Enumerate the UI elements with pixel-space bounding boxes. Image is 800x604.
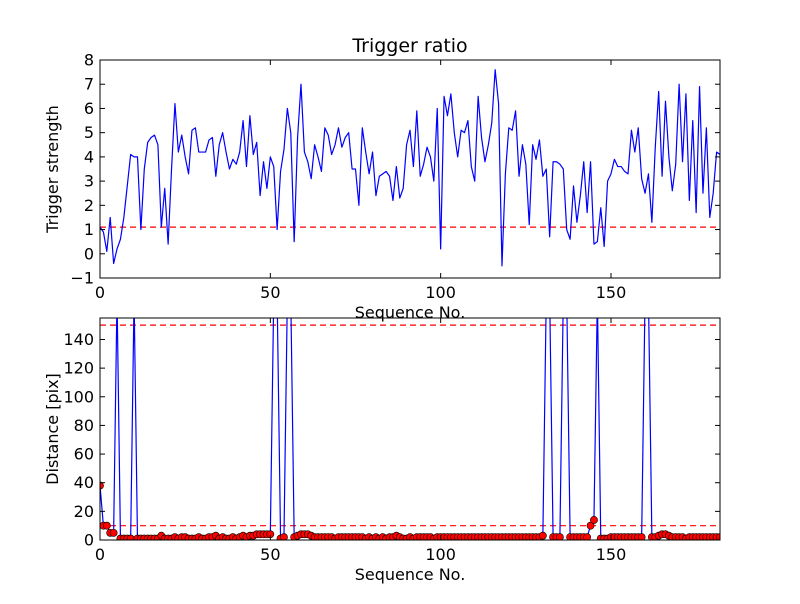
series-line: [100, 318, 720, 540]
plot-area: [100, 69, 720, 267]
y-tick-label-0: 0: [84, 531, 94, 550]
x-tick-label-50: 50: [260, 545, 280, 564]
y-tick-label-7: 7: [84, 75, 94, 94]
data-point-145: [590, 516, 598, 524]
subplot-2: 0 50 100 150 0 20 40 60 80 100 120 140 Sequence No. D…: [43, 317, 721, 584]
y-tick-label-4: 4: [84, 147, 94, 166]
axes-frame: [99, 317, 721, 541]
data-point-182: [716, 533, 720, 540]
data-point-4: [109, 528, 118, 537]
data-point-135: [555, 533, 564, 540]
y-tick-label-40: 40: [74, 473, 94, 492]
x-axis-label: Sequence No.: [355, 565, 466, 584]
data-point-144: [586, 521, 595, 530]
x-tick-label-100: 100: [425, 283, 456, 302]
data-point-9: [126, 534, 135, 540]
x-tick-label-150: 150: [596, 545, 627, 564]
x-tick-label-0: 0: [95, 283, 105, 302]
y-tick-label-60: 60: [74, 445, 94, 464]
y-tick-label-6: 6: [84, 99, 94, 118]
y-tick-label-1: 1: [84, 220, 94, 239]
y-tick-label-20: 20: [74, 502, 94, 521]
axes-frame: [99, 59, 721, 279]
plot-area: [100, 318, 720, 540]
series-line: [100, 69, 720, 267]
y-tick-label-2: 2: [84, 196, 94, 215]
x-tick-label-0: 0: [95, 545, 105, 564]
y-axis-label: Distance [pix]: [43, 373, 62, 485]
data-point-143: [583, 533, 592, 540]
x-axis-label: Sequence No.: [355, 303, 466, 322]
data-point-2: [102, 521, 111, 530]
data-point-54: [280, 533, 288, 540]
y-tick-label-100: 100: [63, 387, 94, 406]
y-tick-label-80: 80: [74, 416, 94, 435]
data-point-130: [538, 531, 547, 540]
y-axis-label: Trigger strength: [43, 105, 62, 234]
y-tick-label-0: 0: [84, 244, 94, 263]
x-tick-label-100: 100: [425, 545, 456, 564]
x-tick-label-50: 50: [260, 283, 280, 302]
y-tick-label-120: 120: [63, 359, 94, 378]
y-tick-label--1: −1: [70, 269, 94, 288]
y-tick-label-5: 5: [84, 123, 94, 142]
y-tick-label-3: 3: [84, 172, 94, 191]
y-tick-label-140: 140: [63, 330, 94, 349]
data-point-159: [637, 533, 646, 540]
x-tick-label-150: 150: [596, 283, 627, 302]
chart-title: Trigger ratio: [351, 35, 467, 57]
y-tick-label-8: 8: [84, 51, 94, 70]
